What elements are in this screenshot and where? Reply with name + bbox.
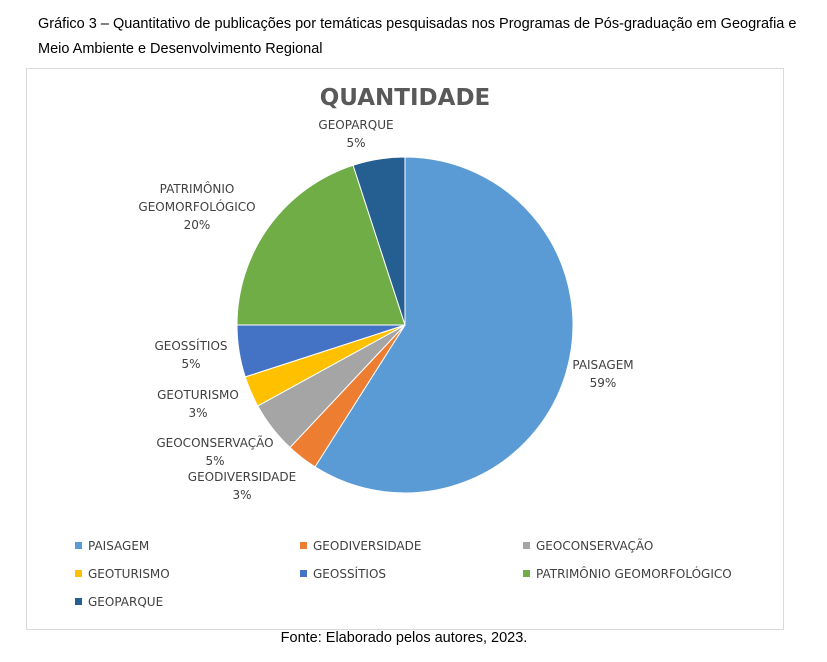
legend-swatch [75,570,82,577]
legend-label: PATRIMÔNIO GEOMORFOLÓGICO [536,567,732,581]
data-label-3: GEOCONSERVAÇÃO 5% [156,435,273,468]
legend-label: GEOPARQUE [88,595,164,609]
legend-swatch [523,542,530,549]
legend-label: GEOCONSERVAÇÃO [536,539,654,553]
legend-item-5: GEOSSÍTIOS [300,567,386,581]
legend-label: PAISAGEM [88,539,150,553]
pie-slice-7 [352,156,406,326]
legend-swatch [75,598,82,605]
legend-swatch [300,542,307,549]
data-label-7: GEOPARQUE 5% [318,118,393,150]
legend-item-3: GEOCONSERVAÇÃO [523,539,653,553]
chart-frame: QUANTIDADE PAISAGEM 59% GEODIVERSIDADE 3% GE… [26,68,784,630]
legend-item-2: GEODIVERSIDADE [300,539,421,553]
legend-swatch [523,570,530,577]
legend-item-7: GEOPARQUE [75,595,163,609]
pie-slice-1 [314,156,574,494]
legend-item-1: PAISAGEM [75,539,149,553]
legend-label: GEODIVERSIDADE [313,539,422,553]
legend-item-4: GEOTURISMO [75,567,170,581]
data-label-5: GEOSSÍTIOS 5% [154,338,227,371]
legend-item-6: PATRIMÔNIO GEOMORFOLÓGICO [523,567,732,581]
legend-swatch [300,570,307,577]
figure-caption: Gráfico 3 – Quantitativo de publicações … [38,16,797,57]
data-label-2: GEODIVERSIDADE 3% [188,470,296,502]
data-label-1: PAISAGEM 59% [572,358,633,390]
legend-label: GEOTURISMO [88,567,170,581]
pie-chart: PAISAGEM 59% GEODIVERSIDADE 3%GEOCONSERVAÇÃ… [138,118,633,502]
data-label-6: PATRIMÔNIO GEOMORFOLÓGICO 20% [138,181,255,232]
data-label-4: GEOTURISMO 3% [157,388,239,420]
chart-title: QUANTIDADE [319,85,491,111]
pie-slice-6 [236,164,406,326]
source-note: Fonte: Elaborado pelos autores, 2023. [280,630,528,646]
legend-label: GEOSSÍTIOS [313,567,387,581]
legend-swatch [75,542,82,549]
